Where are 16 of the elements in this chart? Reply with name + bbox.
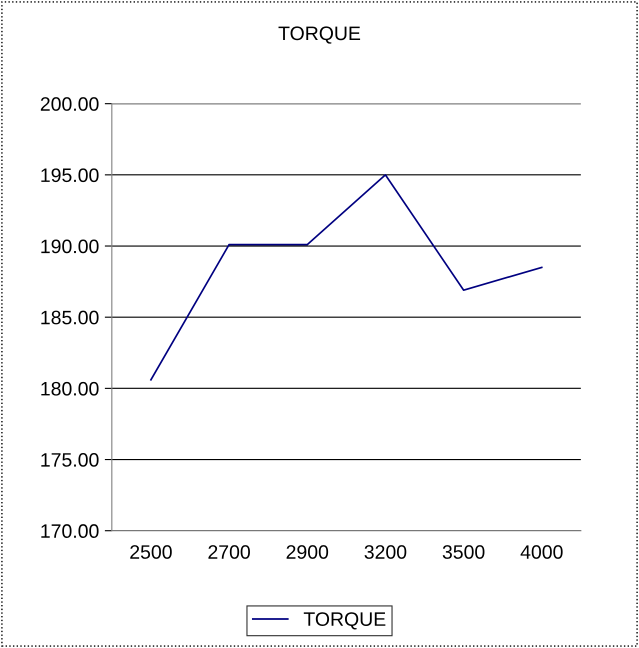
legend-label: TORQUE — [304, 612, 386, 630]
y-tick-label: 170.00 — [41, 524, 99, 538]
line-series — [150, 174, 543, 381]
y-tick-label: 180.00 — [41, 382, 99, 396]
x-tick-label: 2900 — [286, 545, 328, 559]
x-tick-label: 3200 — [364, 545, 406, 559]
x-tick-label: 2700 — [208, 545, 250, 559]
y-tick-label: 195.00 — [41, 168, 99, 182]
x-tick-label: 3500 — [442, 545, 484, 559]
y-tick-label: 190.00 — [41, 239, 99, 254]
x-tick-label: 2500 — [130, 545, 172, 559]
chart-title: TORQUE — [278, 26, 360, 44]
y-tick-label: 175.00 — [41, 453, 99, 467]
y-tick-label: 200.00 — [40, 97, 99, 111]
y-tick-label: 185.00 — [41, 310, 99, 324]
x-tick-label: 4000 — [520, 545, 563, 559]
